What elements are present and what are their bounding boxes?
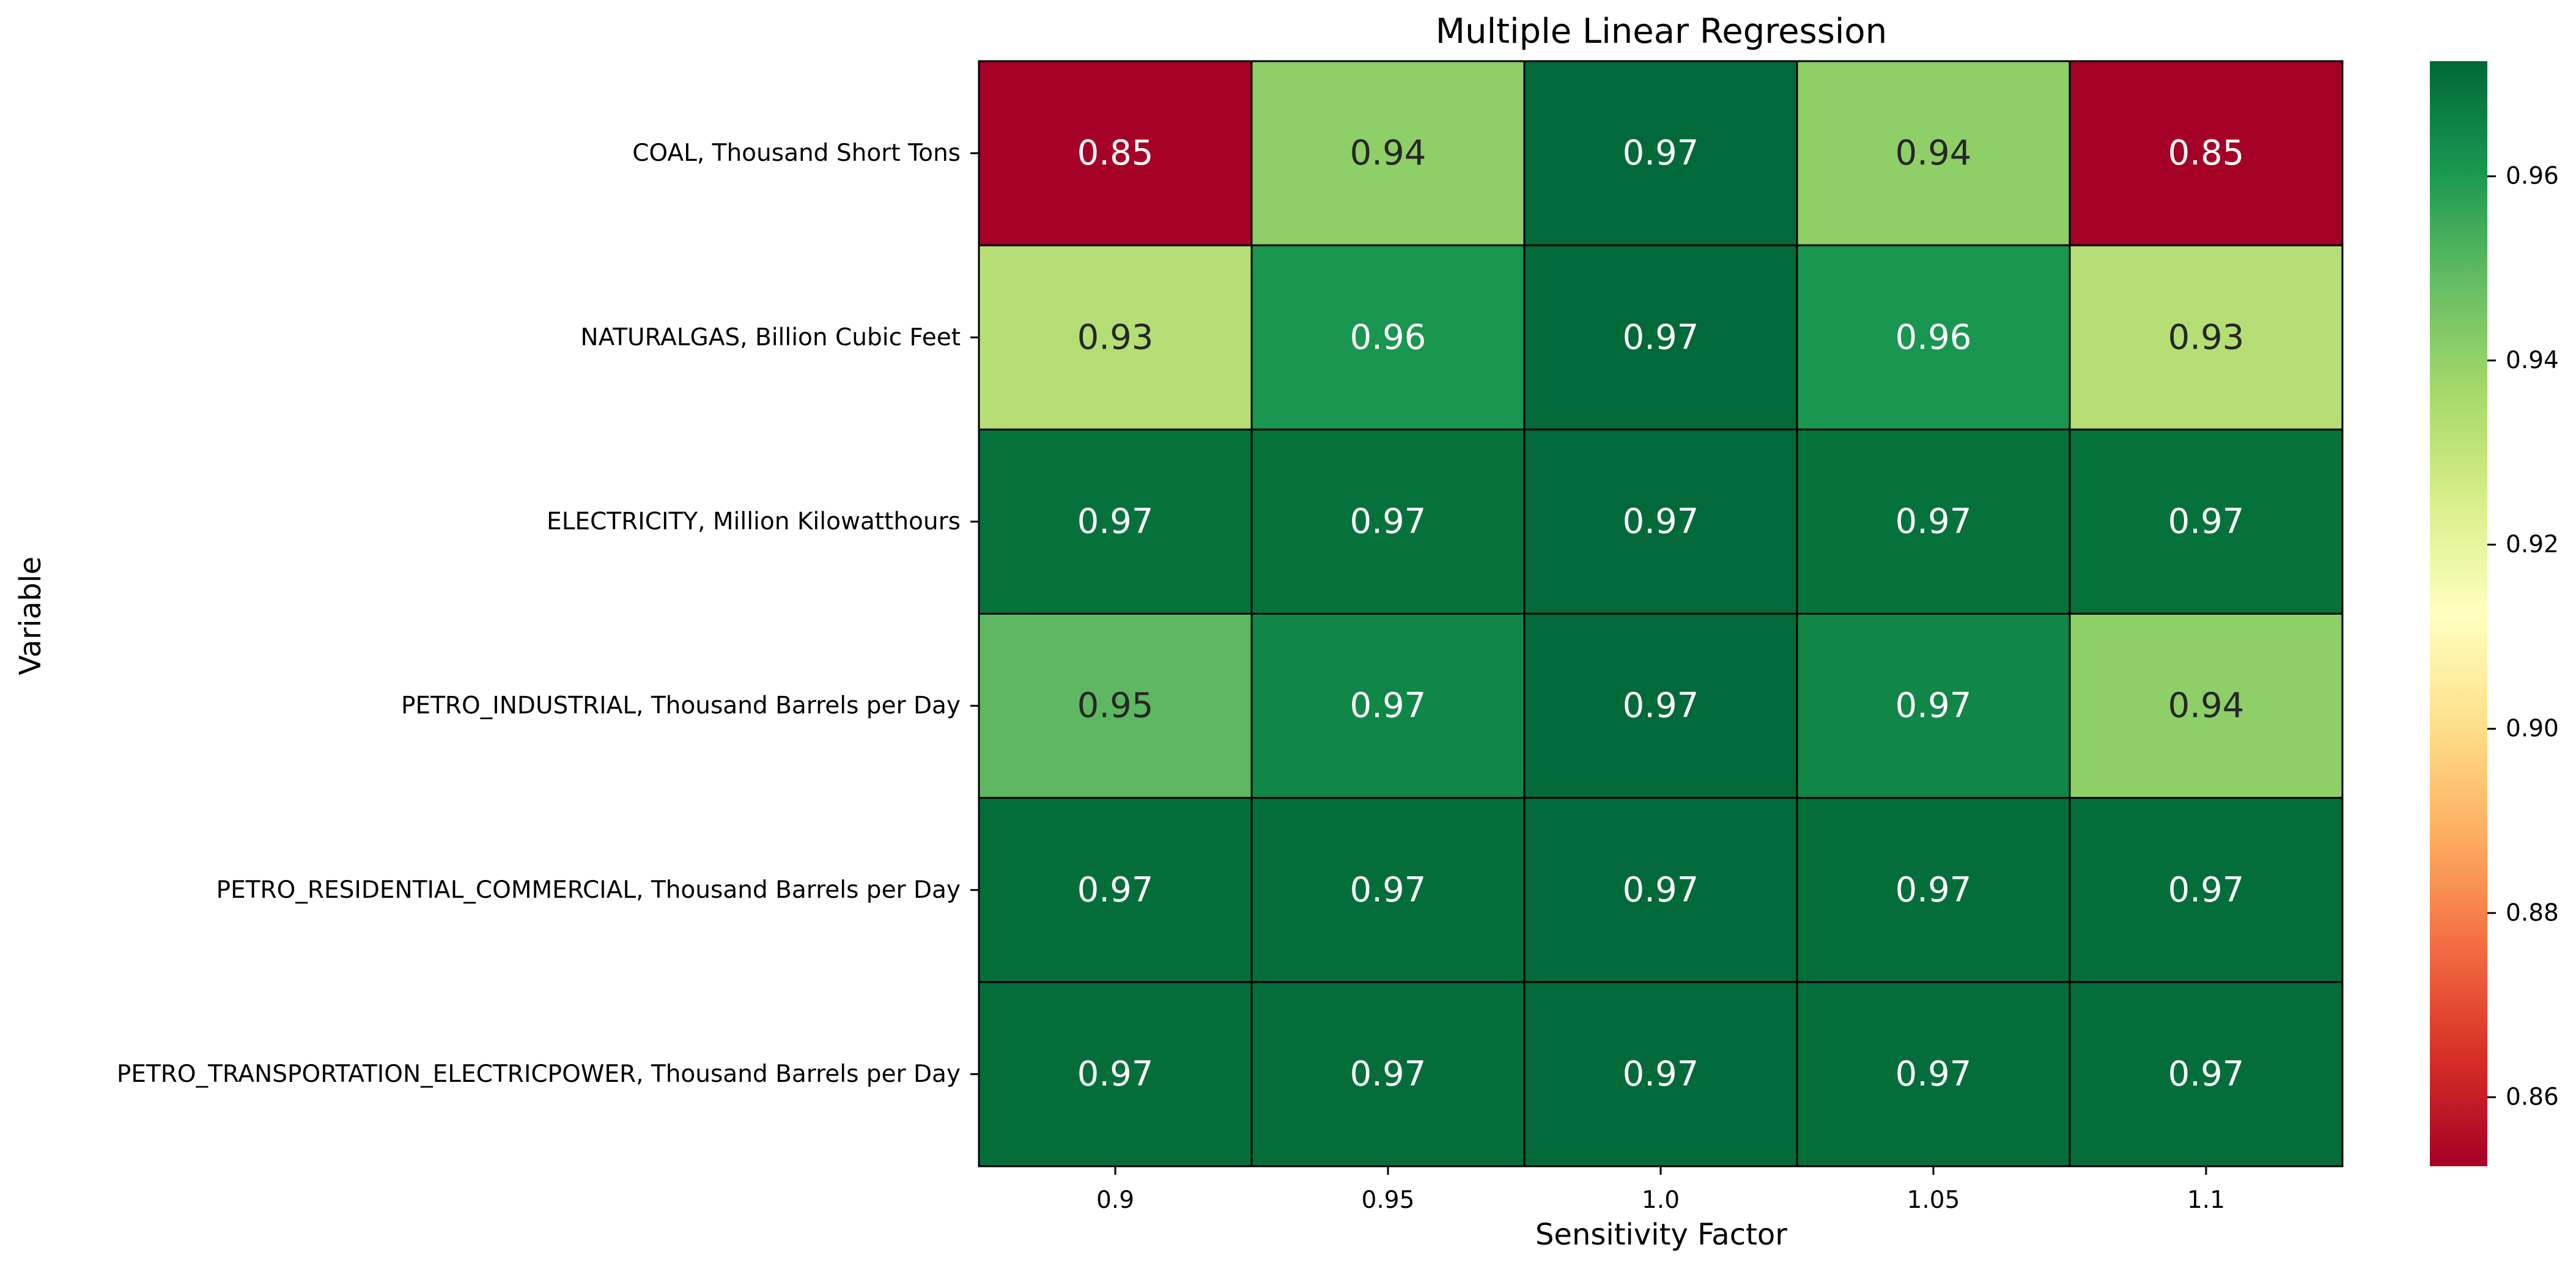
x-tick-label: 1.05	[1907, 1186, 1960, 1214]
colorbar-tick-label: 0.90	[2506, 715, 2559, 742]
heatmap-cell	[2069, 613, 2344, 799]
y-tick-label: ELECTRICITY, Million Kilowatthours	[547, 508, 961, 535]
heatmap-cell	[1523, 797, 1798, 983]
cell-value-label: 0.97	[2168, 501, 2245, 541]
colorbar: 0.86 0.88 0.90 0.92 0.94 0.96	[2430, 61, 2559, 1166]
cell-value-label: 0.97	[1077, 870, 1154, 910]
x-tick-label: 0.9	[1096, 1186, 1134, 1214]
y-tick-label: COAL, Thousand Short Tons	[632, 139, 961, 167]
cell-value-label: 0.97	[1077, 1054, 1154, 1094]
heatmap-cell	[978, 981, 1253, 1167]
heatmap-cell	[978, 797, 1253, 983]
cell-value-label: 0.97	[1077, 501, 1154, 541]
y-tick-label: PETRO_RESIDENTIAL_COMMERCIAL, Thousand B…	[216, 876, 961, 904]
chart-title: Multiple Linear Regression	[1436, 12, 1887, 51]
heatmap-cell	[1250, 428, 1526, 615]
y-tick-label: NATURALGAS, Billion Cubic Feet	[580, 324, 961, 351]
x-tick-label: 1.1	[2187, 1186, 2225, 1214]
cell-value-label: 0.97	[1350, 686, 1426, 726]
cell-value-label: 0.97	[1623, 133, 1699, 173]
heatmap-cell	[1796, 60, 2071, 246]
heatmap-cell	[1796, 244, 2071, 431]
heatmap-cells	[978, 60, 2344, 1167]
cell-value-label: 0.97	[1350, 1054, 1426, 1094]
cell-value-label: 0.94	[1350, 133, 1426, 173]
heatmap-cell	[1523, 428, 1798, 615]
heatmap-cell	[1796, 428, 2071, 615]
cell-value-label: 0.97	[1623, 317, 1699, 357]
x-tick-label: 1.0	[1642, 1186, 1680, 1214]
cell-value-label: 0.94	[1895, 133, 1972, 173]
heatmap-cell	[1796, 981, 2071, 1167]
cell-value-label: 0.93	[1077, 317, 1154, 357]
cell-value-label: 0.93	[2168, 317, 2245, 357]
heatmap-cell	[978, 613, 1253, 799]
colorbar-tick-label: 0.94	[2506, 347, 2559, 374]
cell-value-label: 0.97	[1350, 501, 1426, 541]
cell-value-label: 0.97	[1623, 686, 1699, 726]
cell-value-label: 0.96	[1895, 317, 1972, 357]
y-tick-label: PETRO_TRANSPORTATION_ELECTRICPOWER, Thou…	[117, 1060, 961, 1088]
cell-value-label: 0.97	[1895, 501, 1972, 541]
cell-value-label: 0.85	[2168, 133, 2245, 173]
cell-value-label: 0.97	[1895, 870, 1972, 910]
heatmap-cell	[2069, 244, 2344, 431]
cell-value-label: 0.97	[1623, 870, 1699, 910]
y-tick-label: PETRO_INDUSTRIAL, Thousand Barrels per D…	[401, 692, 961, 720]
heatmap-cell	[1523, 60, 1798, 246]
y-axis: COAL, Thousand Short Tons NATURALGAS, Bil…	[117, 139, 979, 1088]
heatmap-cell-labels: 0.85 0.94 0.97 0.94 0.85 0.93 0.96 0.97 0.96 0.93…	[1077, 133, 2245, 1094]
heatmap-cell	[1250, 60, 1526, 246]
cell-value-label: 0.97	[2168, 1054, 2245, 1094]
colorbar-ticks: 0.86 0.88 0.90 0.92 0.94 0.96	[2487, 163, 2559, 1111]
cell-value-label: 0.97	[1350, 870, 1426, 910]
cell-value-label: 0.94	[2168, 686, 2245, 726]
colorbar-tick-label: 0.88	[2506, 899, 2559, 927]
cell-value-label: 0.96	[1350, 317, 1426, 357]
heatmap-cell	[2069, 797, 2344, 983]
heatmap-cell	[2069, 428, 2344, 615]
y-axis-label: Variable	[13, 557, 48, 675]
x-axis: 0.9 0.95 1.0 1.05 1.1	[1096, 1166, 2225, 1214]
cell-value-label: 0.97	[1623, 1054, 1699, 1094]
cell-value-label: 0.97	[1895, 1054, 1972, 1094]
heatmap-cell	[1250, 613, 1526, 799]
colorbar-gradient	[2430, 61, 2487, 1166]
x-axis-label: Sensitivity Factor	[1535, 1218, 1787, 1252]
cell-value-label: 0.85	[1077, 133, 1154, 173]
cell-value-label: 0.95	[1077, 686, 1154, 726]
heatmap-cell	[1796, 797, 2071, 983]
heatmap-cell	[1250, 244, 1526, 431]
colorbar-tick-label: 0.96	[2506, 163, 2559, 190]
heatmap-cell	[1250, 797, 1526, 983]
heatmap-cell	[1796, 613, 2071, 799]
colorbar-tick-label: 0.92	[2506, 531, 2559, 558]
heatmap-cell	[1523, 244, 1798, 431]
heatmap-cell	[2069, 981, 2344, 1167]
heatmap-cell	[978, 60, 1253, 246]
cell-value-label: 0.97	[1623, 501, 1699, 541]
cell-value-label: 0.97	[2168, 870, 2245, 910]
x-tick-label: 0.95	[1362, 1186, 1415, 1214]
heatmap-cell	[1523, 613, 1798, 799]
cell-value-label: 0.97	[1895, 686, 1972, 726]
colorbar-tick-label: 0.86	[2506, 1084, 2559, 1111]
